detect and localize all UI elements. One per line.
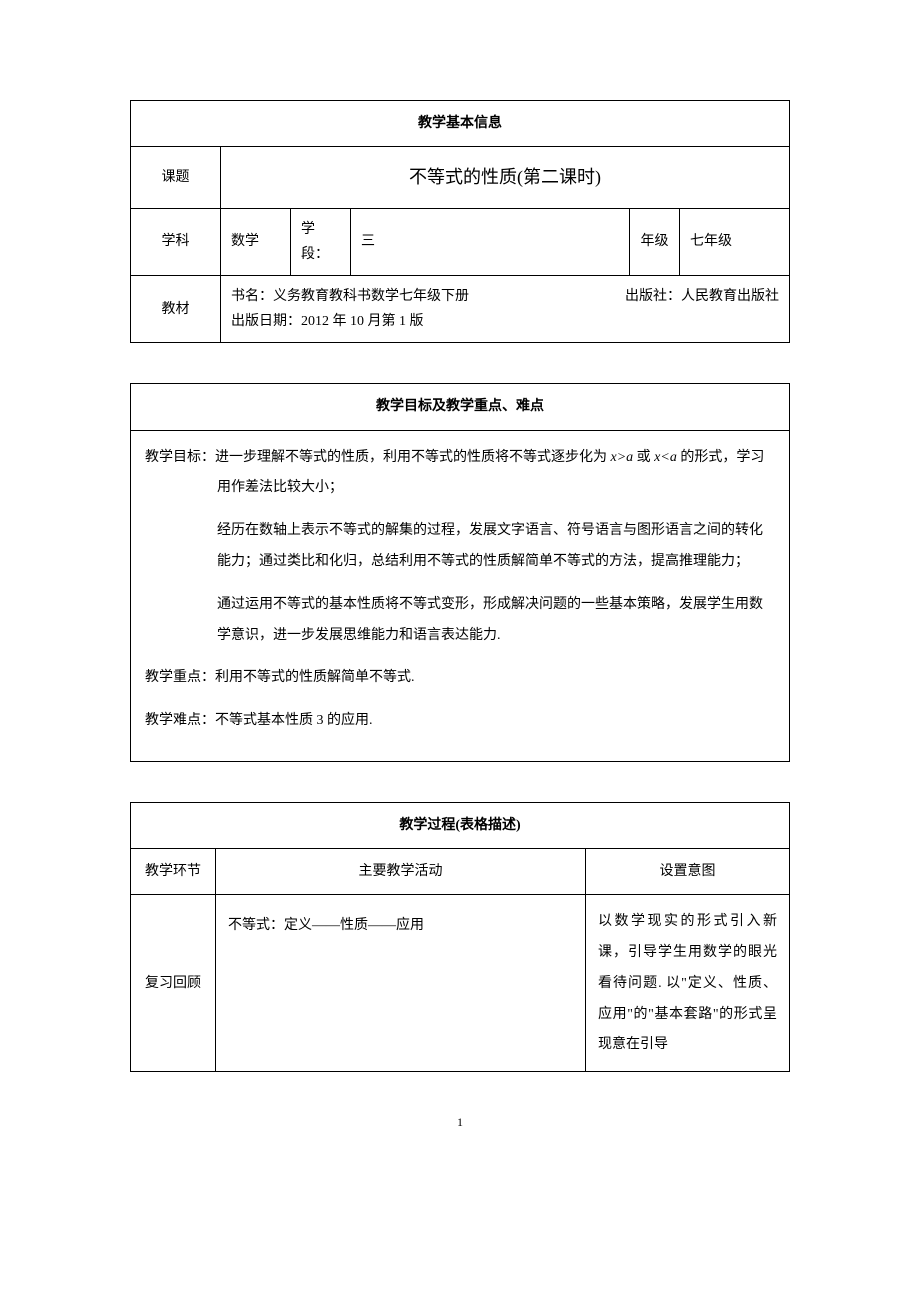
stage-label: 学段：: [291, 208, 351, 275]
book-name: 书名：义务教育教科书数学七年级下册: [231, 284, 469, 309]
textbook-cell: 书名：义务教育教科书数学七年级下册 出版社：人民教育出版社 出版日期：2012 …: [221, 275, 790, 342]
process-col1: 教学环节: [131, 849, 216, 895]
page-number: 1: [130, 1112, 790, 1134]
focus-line: 教学重点：利用不等式的性质解简单不等式.: [145, 663, 775, 694]
basic-info-table: 教学基本信息 课题 不等式的性质(第二课时) 学科 数学 学段： 三 年级 七年…: [130, 100, 790, 343]
process-col3: 设置意图: [586, 849, 790, 895]
focus-label: 教学重点：: [145, 670, 215, 685]
objective-label: 教学目标：: [145, 450, 215, 465]
intent-1: 以数学现实的形式引入新课，引导学生用数学的眼光看待问题. 以"定义、性质、应用"…: [586, 895, 790, 1072]
process-table: 教学过程(表格描述) 教学环节 主要教学活动 设置意图 复习回顾 不等式：定义—…: [130, 802, 790, 1072]
basic-info-header: 教学基本信息: [131, 101, 790, 147]
objective-1: 教学目标：进一步理解不等式的性质，利用不等式的性质将不等式逐步化为 x>a 或 …: [145, 443, 775, 505]
stage-value: 三: [351, 208, 630, 275]
grade-value: 七年级: [680, 208, 790, 275]
x-gt-a: x>a: [611, 450, 634, 465]
x-lt-a: x<a: [654, 450, 677, 465]
subject-label: 学科: [131, 208, 221, 275]
pub-date: 出版日期：2012 年 10 月第 1 版: [231, 309, 779, 334]
goals-content: 教学目标：进一步理解不等式的性质，利用不等式的性质将不等式逐步化为 x>a 或 …: [131, 430, 790, 761]
difficulty-line: 教学难点：不等式基本性质 3 的应用.: [145, 706, 775, 737]
topic-value: 不等式的性质(第二课时): [221, 147, 790, 208]
topic-label: 课题: [131, 147, 221, 208]
process-header: 教学过程(表格描述): [131, 802, 790, 848]
process-col2: 主要教学活动: [216, 849, 586, 895]
grade-label: 年级: [630, 208, 680, 275]
textbook-label: 教材: [131, 275, 221, 342]
subject-value: 数学: [221, 208, 291, 275]
focus-text: 利用不等式的性质解简单不等式.: [215, 670, 415, 685]
difficulty-text: 不等式基本性质 3 的应用.: [215, 713, 373, 728]
activity-1: 不等式：定义——性质——应用: [216, 895, 586, 1072]
publisher: 出版社：人民教育出版社: [625, 284, 779, 309]
objective-2: 经历在数轴上表示不等式的解集的过程，发展文字语言、符号语言与图形语言之间的转化能…: [145, 516, 775, 578]
phase-1: 复习回顾: [131, 895, 216, 1072]
goals-table: 教学目标及教学重点、难点 教学目标：进一步理解不等式的性质，利用不等式的性质将不…: [130, 383, 790, 762]
difficulty-label: 教学难点：: [145, 713, 215, 728]
goals-header: 教学目标及教学重点、难点: [131, 384, 790, 430]
objective-3: 通过运用不等式的基本性质将不等式变形，形成解决问题的一些基本策略，发展学生用数学…: [145, 590, 775, 652]
